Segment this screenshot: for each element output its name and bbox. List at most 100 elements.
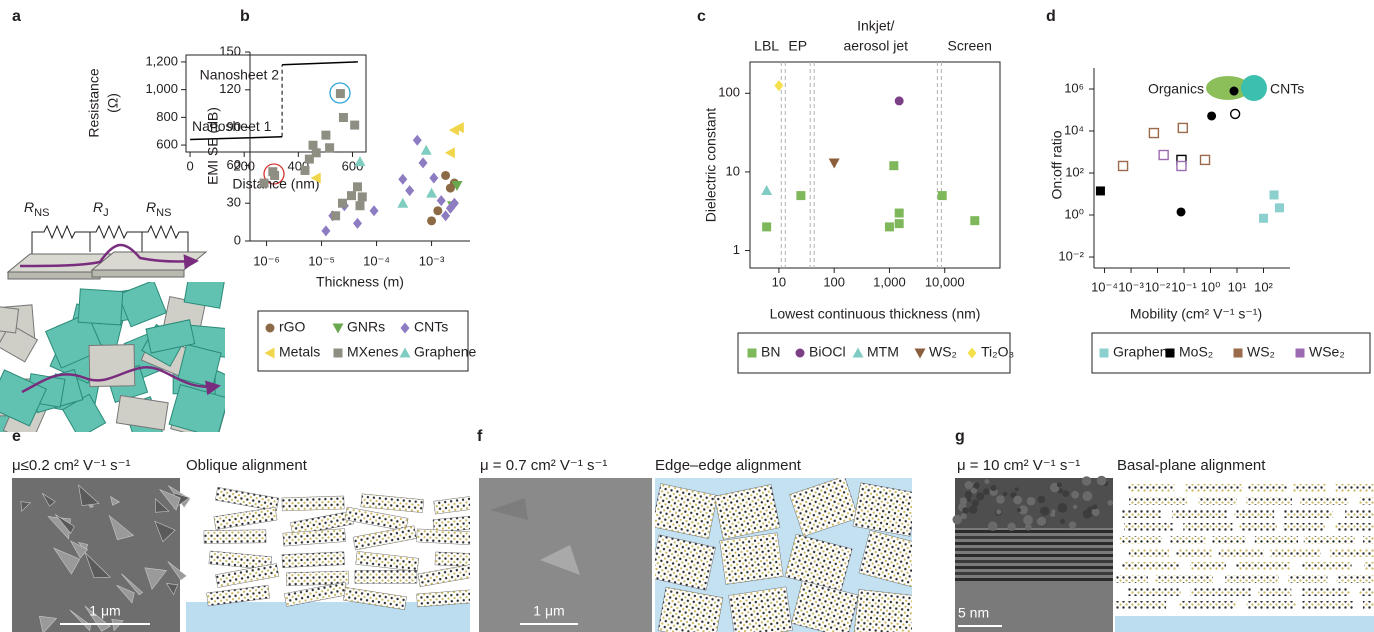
sem-feature bbox=[69, 609, 91, 632]
substrate bbox=[186, 602, 470, 632]
highlight-circle bbox=[263, 163, 285, 185]
y-tick-label: 1,200 bbox=[145, 53, 178, 68]
region-label: LBL bbox=[754, 38, 779, 54]
sem-feature bbox=[110, 495, 121, 506]
cnt-region bbox=[1241, 75, 1267, 101]
y-axis-title: On:off ratio bbox=[1049, 130, 1065, 199]
x-tick-label: 10² bbox=[1254, 279, 1273, 294]
data-point bbox=[331, 211, 341, 221]
sem-feature bbox=[158, 488, 181, 511]
flake bbox=[1121, 562, 1180, 570]
y-tick-label: 0 bbox=[234, 232, 241, 247]
sem-feature bbox=[78, 484, 100, 506]
sem-feature bbox=[84, 552, 112, 579]
x-tick-label: 10⁻³ bbox=[419, 253, 445, 268]
flake bbox=[1190, 562, 1226, 570]
flake bbox=[858, 530, 912, 588]
sem-feature bbox=[20, 501, 32, 512]
y-axis-title: EMI SE (dB) bbox=[205, 107, 221, 185]
y-tick-label: 120 bbox=[219, 81, 241, 96]
flake bbox=[655, 483, 718, 539]
tem-stripe bbox=[955, 572, 1113, 575]
flake bbox=[1363, 536, 1374, 544]
flake bbox=[1364, 562, 1374, 570]
flake bbox=[1212, 536, 1246, 544]
tem-grain bbox=[964, 490, 973, 499]
y-tick-label: 10² bbox=[1065, 164, 1084, 179]
tem-grain bbox=[1007, 522, 1016, 531]
x-tick-label: 10⁻⁶ bbox=[253, 253, 280, 268]
flake bbox=[853, 589, 912, 632]
data-point bbox=[1095, 186, 1105, 196]
legend-label: GNRs bbox=[347, 319, 385, 335]
tem-grain bbox=[973, 482, 980, 489]
tem-grain bbox=[1014, 487, 1019, 492]
data-point bbox=[441, 210, 451, 222]
sem-feature bbox=[54, 514, 75, 535]
data-point bbox=[433, 206, 443, 216]
flake bbox=[719, 532, 784, 585]
sem-feature bbox=[39, 615, 58, 632]
tem-grain bbox=[1071, 490, 1079, 499]
y-tick-label: 10⁰ bbox=[1064, 206, 1084, 221]
legend-label: BN bbox=[761, 344, 780, 360]
legend-label: WS₂ bbox=[929, 344, 957, 360]
data-point bbox=[970, 216, 980, 226]
resistor-subscript: NS bbox=[156, 207, 171, 219]
tem-grain bbox=[952, 514, 962, 525]
data-point bbox=[259, 178, 269, 188]
data-point bbox=[1207, 111, 1217, 121]
tem-grain bbox=[1096, 475, 1107, 486]
data-point bbox=[321, 225, 331, 237]
plot-frame bbox=[185, 54, 367, 153]
data-point bbox=[337, 198, 347, 208]
sem-feature bbox=[490, 498, 528, 520]
flake bbox=[77, 288, 124, 326]
y-tick-label: 90 bbox=[227, 119, 241, 134]
tem-lattice bbox=[952, 475, 1114, 581]
tem-grain bbox=[976, 492, 985, 501]
data-point bbox=[369, 205, 379, 217]
data-point bbox=[449, 197, 459, 209]
flake bbox=[1115, 575, 1148, 583]
flake bbox=[0, 304, 20, 334]
data-point bbox=[451, 181, 463, 192]
resistor-label: RNS bbox=[146, 199, 171, 219]
flake-network bbox=[0, 282, 225, 432]
data-point bbox=[889, 161, 899, 171]
x-tick-label: 10⁻⁵ bbox=[308, 253, 335, 268]
flake bbox=[286, 570, 349, 586]
series-label: Nanosheet 1 bbox=[192, 118, 272, 134]
tem-stripe bbox=[955, 548, 1113, 551]
tem-grain bbox=[959, 497, 967, 505]
sem-feature bbox=[165, 583, 179, 596]
current-arrow bbox=[21, 365, 221, 396]
y-tick-label: 800 bbox=[156, 109, 178, 124]
data-point bbox=[308, 140, 318, 150]
tem-grain bbox=[1002, 491, 1008, 497]
panel-label: a bbox=[12, 8, 21, 25]
tem-grain bbox=[1016, 507, 1022, 513]
tem-grain bbox=[996, 495, 1005, 504]
resistor-label: RNS bbox=[24, 199, 49, 219]
legend-label: WSe₂ bbox=[1309, 344, 1345, 360]
flake bbox=[1270, 549, 1321, 557]
tem-grain bbox=[1072, 504, 1078, 510]
data-point bbox=[304, 154, 314, 164]
data-point bbox=[310, 172, 321, 184]
flake bbox=[657, 587, 724, 632]
tem-grain bbox=[1091, 508, 1100, 517]
flake bbox=[0, 323, 39, 363]
flake bbox=[168, 383, 225, 432]
panel-label: d bbox=[1046, 8, 1056, 25]
data-point bbox=[346, 191, 356, 201]
flake bbox=[432, 513, 470, 533]
data-point bbox=[325, 143, 335, 153]
sem-texture bbox=[20, 484, 191, 632]
y-tick-label: 150 bbox=[219, 43, 241, 58]
flake bbox=[1225, 575, 1279, 583]
x-tick-label: 0 bbox=[186, 158, 193, 173]
flake bbox=[1124, 523, 1174, 531]
flake bbox=[1345, 510, 1374, 518]
flake bbox=[208, 550, 273, 570]
